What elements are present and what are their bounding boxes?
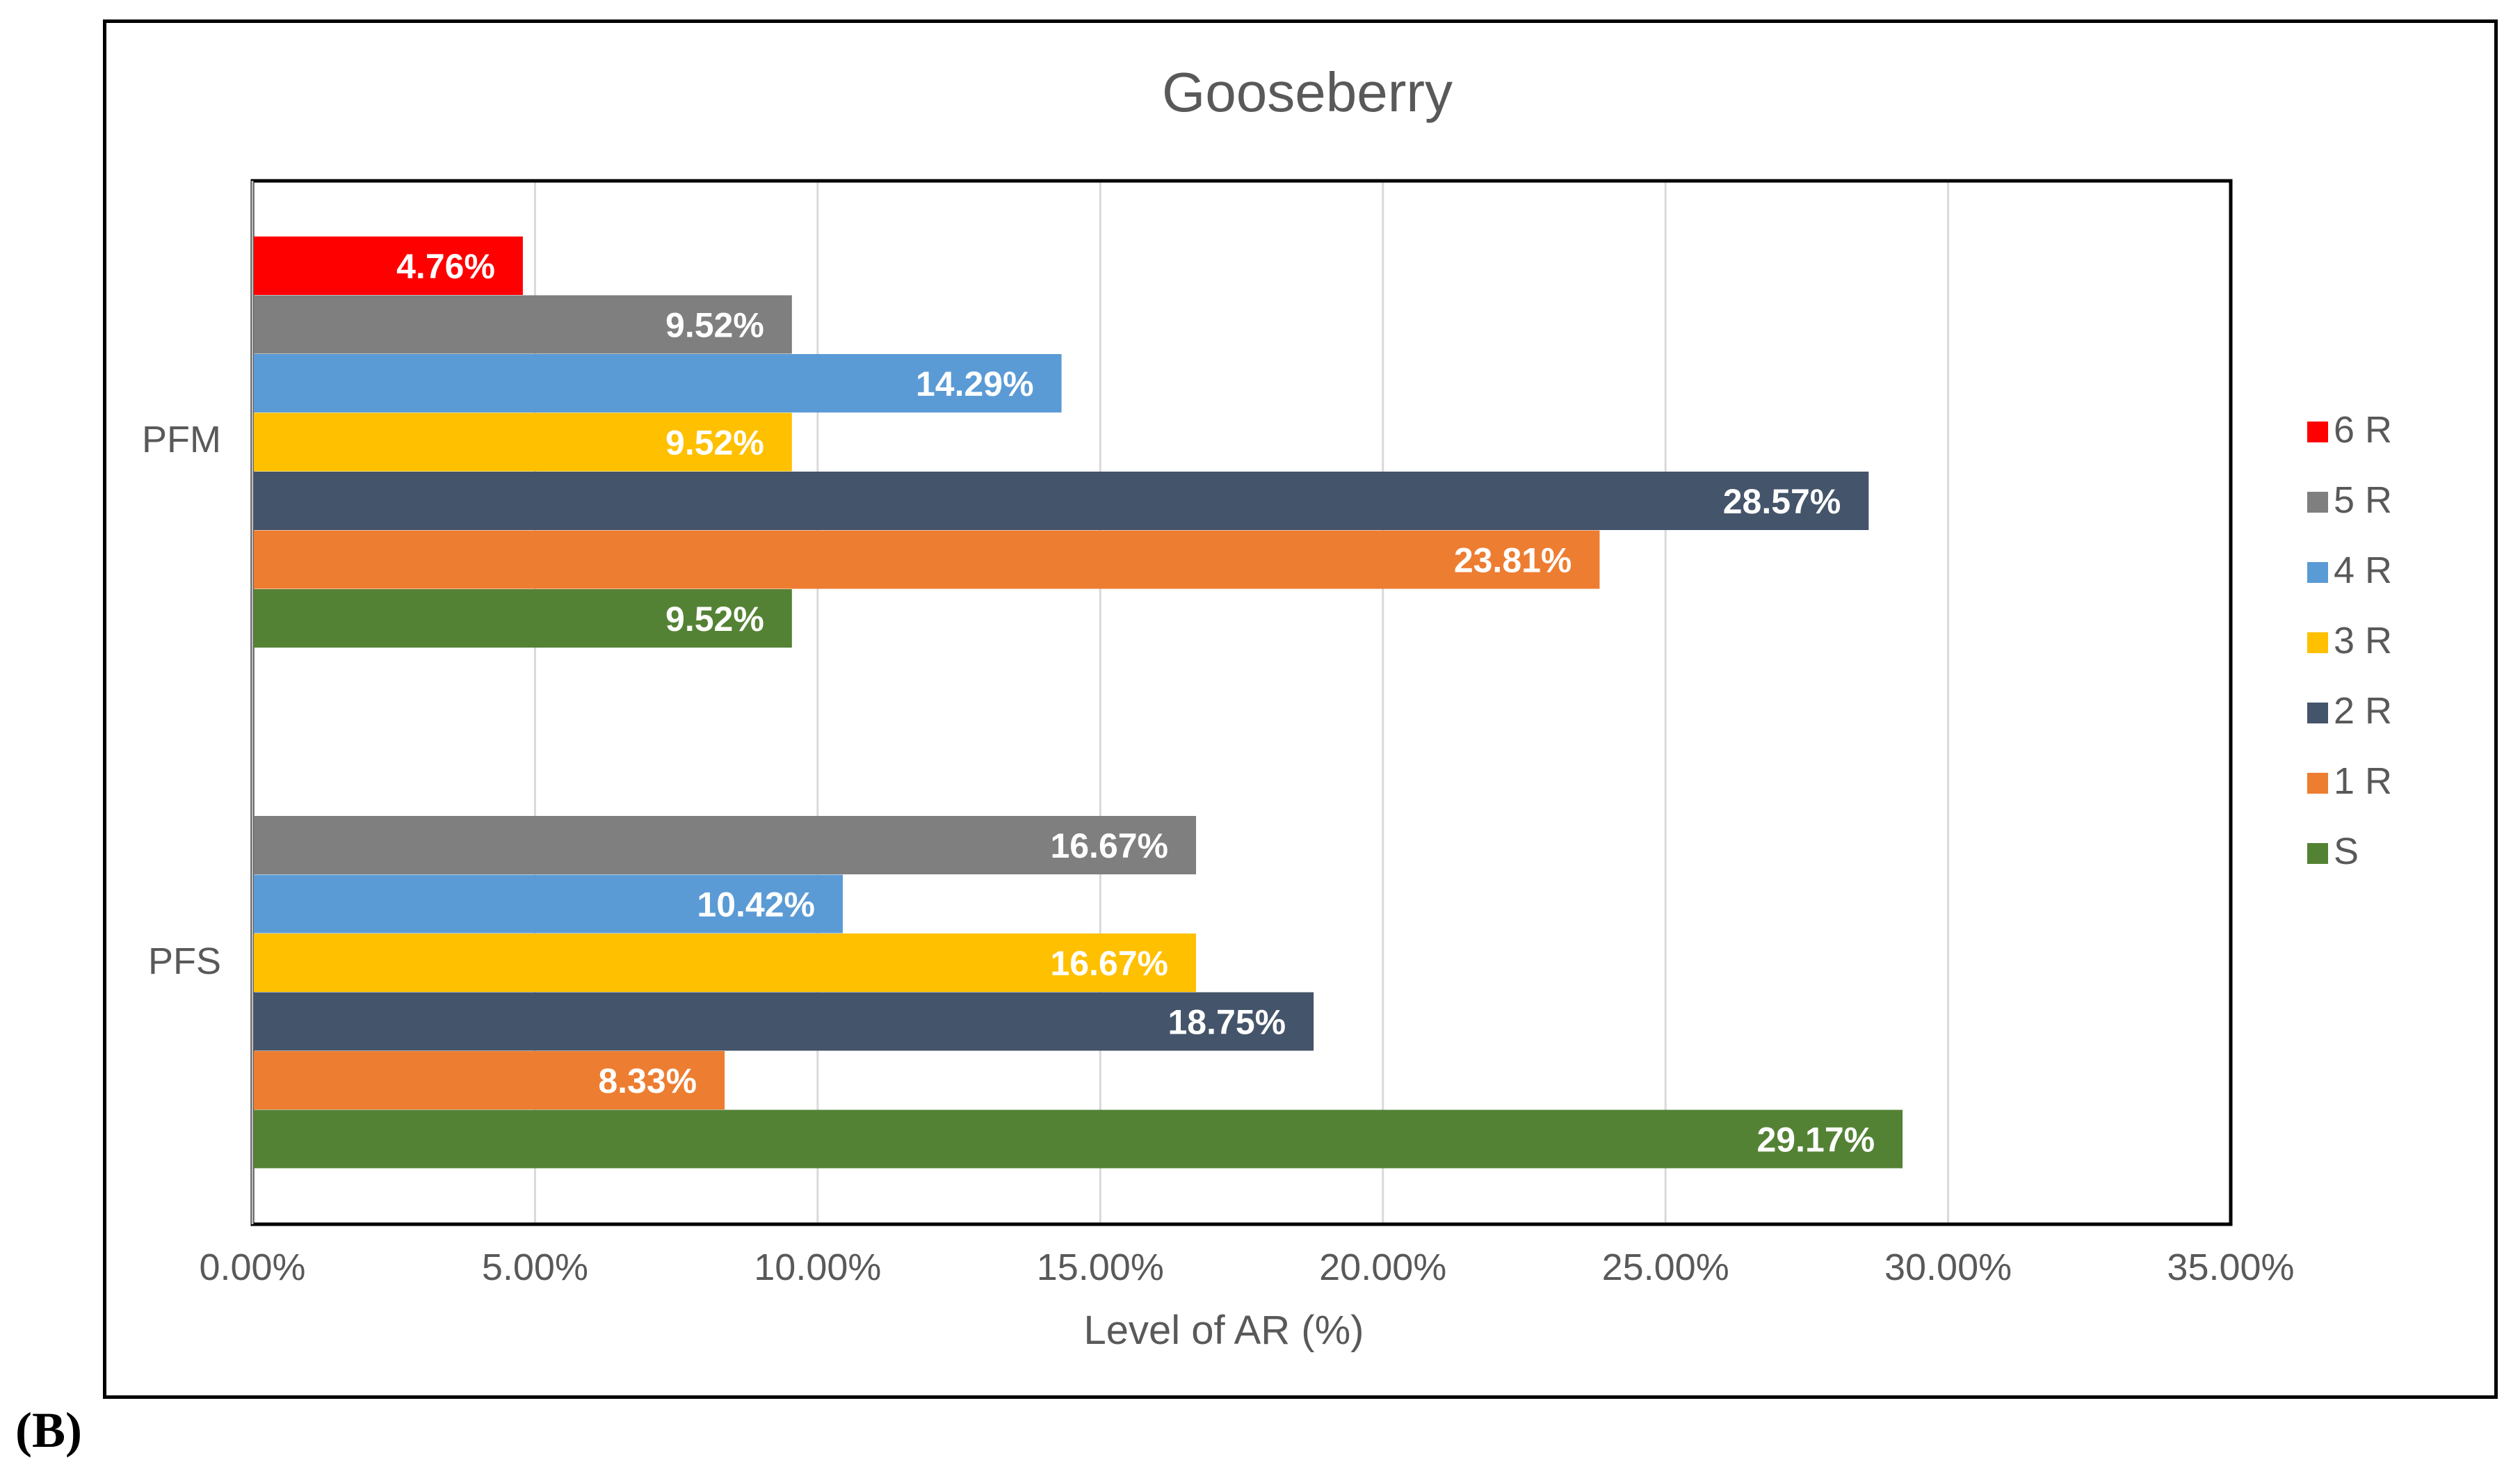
chart-svg: Gooseberry 0.00% 5.00% 10.00% 15.00% 20.00% 25… — [142, 61, 2392, 1353]
bar-3r-pfm — [254, 412, 792, 472]
legend-swatch-1r — [2307, 773, 2328, 794]
category-label-pfs: PFS — [148, 940, 221, 982]
legend-swatch-4r — [2307, 562, 2328, 583]
x-axis-title: Level of AR (%) — [1084, 1308, 1364, 1353]
legend-label: 4 R — [2334, 550, 2392, 591]
bar-s-pfm — [254, 589, 792, 648]
bar-2r-pfs — [254, 992, 1314, 1051]
bar-1r-pfm — [254, 530, 1600, 589]
bar-3r-pfs — [254, 933, 1197, 992]
x-tick-label: 5.00% — [482, 1246, 588, 1288]
data-label: 9.52% — [665, 600, 764, 639]
legend-label: 2 R — [2334, 690, 2392, 732]
category-label-pfm: PFM — [142, 419, 221, 460]
bar-2r-pfm — [254, 472, 1869, 530]
x-tick-label: 10.00% — [754, 1246, 881, 1288]
legend-label: 1 R — [2334, 760, 2392, 802]
legend-swatch-2r — [2307, 703, 2328, 723]
bar-5r-pfm — [254, 295, 792, 354]
data-label: 28.57% — [1723, 482, 1841, 521]
panel-label: (B) — [15, 1402, 82, 1458]
legend-label: 3 R — [2334, 620, 2392, 662]
data-label: 29.17% — [1757, 1121, 1875, 1160]
x-tick-label: 25.00% — [1602, 1246, 1729, 1288]
bar-4r-pfm — [254, 354, 1062, 412]
legend-swatch-6r — [2307, 422, 2328, 442]
legend-swatch-5r — [2307, 492, 2328, 513]
data-label: 4.76% — [396, 247, 495, 286]
bar-4r-pfs — [254, 874, 843, 933]
data-label: 16.67% — [1050, 944, 1168, 983]
data-label: 18.75% — [1168, 1003, 1286, 1042]
bar-6r-pfm — [254, 237, 523, 295]
bar-5r-pfs — [254, 816, 1197, 874]
data-label: 9.52% — [665, 306, 764, 345]
data-label: 10.42% — [697, 885, 815, 924]
bar-s-pfs — [254, 1109, 1903, 1169]
data-label: 14.29% — [916, 364, 1034, 403]
chart-title: Gooseberry — [1162, 61, 1453, 123]
x-tick-label: 30.00% — [1884, 1246, 2012, 1288]
legend-label: S — [2334, 831, 2359, 872]
x-tick-label: 15.00% — [1037, 1246, 1164, 1288]
x-tick-label: 0.00% — [199, 1246, 305, 1288]
x-tick-label: 20.00% — [1319, 1246, 1446, 1288]
legend-swatch-3r — [2307, 632, 2328, 653]
legend-swatch-s — [2307, 843, 2328, 864]
legend-label: 6 R — [2334, 409, 2392, 451]
data-label: 8.33% — [598, 1061, 697, 1100]
data-label: 9.52% — [665, 424, 764, 463]
bar-1r-pfs — [254, 1051, 725, 1109]
x-tick-label: 35.00% — [2167, 1246, 2294, 1288]
chart-frame: Gooseberry 0.00% 5.00% 10.00% 15.00% 20.00% 25… — [103, 19, 2498, 1399]
data-label: 16.67% — [1050, 826, 1168, 865]
legend-label: 5 R — [2334, 479, 2392, 521]
data-label: 23.81% — [1454, 541, 1572, 580]
